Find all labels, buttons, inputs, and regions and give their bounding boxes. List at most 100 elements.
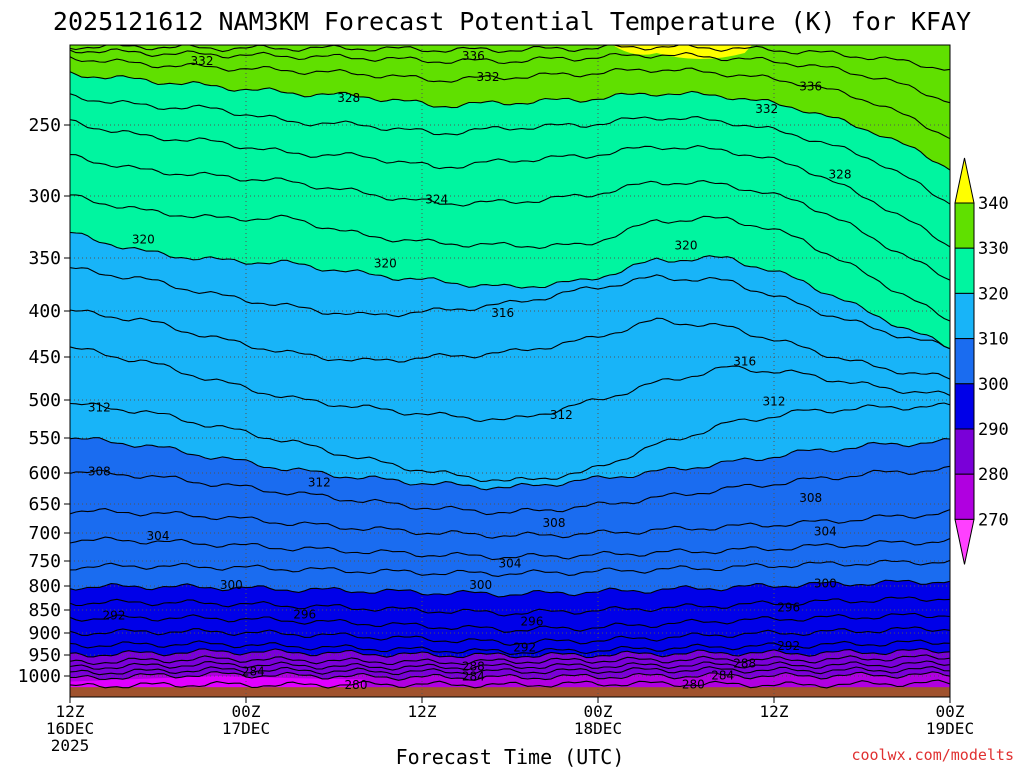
- colorbar-swatch: [954, 428, 975, 475]
- x-tick-label: 18DEC: [574, 719, 622, 738]
- contour-label-312: 312: [308, 475, 331, 489]
- contour-label-284: 284: [462, 670, 485, 684]
- contour-label-308: 308: [88, 465, 111, 479]
- contour-label-308: 308: [543, 516, 566, 530]
- contour-label-328: 328: [337, 91, 360, 105]
- y-tick-label: 900: [28, 623, 61, 644]
- colorbar-arrow-bottom: [954, 518, 975, 565]
- y-tick-label: 650: [28, 494, 61, 515]
- plot-frame: [69, 44, 951, 698]
- contour-298: [70, 596, 950, 617]
- contour-label-296: 296: [521, 615, 544, 629]
- x-tick-label: 12Z: [760, 702, 789, 721]
- contour-label-284: 284: [711, 669, 734, 683]
- colorbar-label: 320: [978, 284, 1009, 304]
- contour-label-336: 336: [799, 80, 822, 94]
- contour-308: [70, 465, 950, 516]
- contour-322: [70, 194, 950, 322]
- contour-lines: [70, 45, 950, 689]
- y-tick-label: 450: [28, 347, 61, 368]
- contour-280: [70, 679, 950, 689]
- x-tick-label: 00Z: [584, 702, 613, 721]
- y-tick-label: 600: [28, 463, 61, 484]
- x-tick-label: 12Z: [408, 702, 437, 721]
- contour-300: [70, 579, 950, 598]
- contour-336: [70, 45, 950, 71]
- contour-328: [70, 93, 950, 205]
- credit-text: coolwx.com/modelts: [851, 746, 1014, 764]
- contour-label-316: 316: [491, 306, 514, 320]
- y-tick-label: 700: [28, 523, 61, 544]
- contour-label-332: 332: [755, 102, 778, 116]
- contour-label-308: 308: [799, 491, 822, 505]
- colorbar-swatch: [954, 383, 975, 430]
- ground-fill: [70, 687, 950, 697]
- x-tick-label: 2025: [51, 736, 90, 755]
- colorbar-label: 290: [978, 420, 1009, 440]
- colorbar-swatch: [954, 473, 975, 520]
- colorbar-label: 270: [978, 510, 1009, 530]
- colorbar-label: 310: [978, 330, 1009, 350]
- y-tick-label: 300: [28, 186, 61, 207]
- contour-304: [70, 536, 950, 561]
- colorbar-label: 340: [978, 194, 1009, 214]
- contour-330: [70, 71, 950, 171]
- contour-label-320: 320: [675, 239, 698, 253]
- contour-label-312: 312: [88, 401, 111, 415]
- contour-314: [70, 346, 950, 423]
- contour-label-292: 292: [513, 641, 536, 655]
- contour-326: [70, 119, 950, 248]
- contour-334: [70, 48, 950, 104]
- y-tick-label: 750: [28, 551, 61, 572]
- contour-label-324: 324: [425, 193, 448, 207]
- y-tick-label: 850: [28, 600, 61, 621]
- contour-label-312: 312: [550, 408, 573, 422]
- contour-292: [70, 639, 950, 655]
- x-tick-label: 00Z: [936, 702, 965, 721]
- contour-label-304: 304: [499, 557, 522, 571]
- contour-316: [70, 309, 950, 380]
- contour-310: [70, 437, 950, 491]
- contour-306: [70, 508, 950, 539]
- y-tick-label: 1000: [18, 666, 61, 687]
- contour-label-292: 292: [103, 609, 126, 623]
- contour-label-336: 336: [462, 49, 485, 63]
- band-fill-340: [612, 45, 752, 59]
- contour-label-312: 312: [763, 395, 786, 409]
- ground: [70, 687, 950, 697]
- contour-label-280: 280: [682, 677, 705, 691]
- filled-bands: [70, 45, 950, 697]
- chart-title: 2025121612 NAM3KM Forecast Potential Tem…: [53, 7, 971, 36]
- y-tick-label: 350: [28, 248, 61, 269]
- colorbar-swatch: [954, 292, 975, 340]
- contour-320: [70, 231, 950, 350]
- contour-label-284: 284: [242, 664, 265, 678]
- contour-label-320: 320: [132, 232, 155, 246]
- y-tick-label: 400: [28, 301, 61, 322]
- colorbar-swatch: [954, 247, 975, 294]
- x-tick-label: 16DEC: [46, 719, 94, 738]
- contour-label-332: 332: [191, 54, 214, 68]
- contour-302: [70, 559, 950, 577]
- colorbar-swatch: [954, 338, 975, 385]
- contour-318: [70, 267, 950, 350]
- contour-282: [70, 671, 950, 681]
- contour-312: [70, 402, 950, 483]
- colorbar-label: 280: [978, 465, 1009, 485]
- contour-label-296: 296: [293, 608, 316, 622]
- contour-288: [70, 654, 950, 666]
- contour-label-304: 304: [147, 529, 170, 543]
- contour-label-296: 296: [777, 601, 800, 615]
- contour-284: [70, 666, 950, 676]
- colorbar-swatch: [954, 202, 975, 249]
- contour-286: [70, 660, 950, 671]
- contour-label-288: 288: [462, 659, 485, 673]
- colorbar-label: 330: [978, 239, 1009, 259]
- y-tick-label: 500: [28, 390, 61, 411]
- y-tick-label: 950: [28, 645, 61, 666]
- x-tick-label: 00Z: [232, 702, 261, 721]
